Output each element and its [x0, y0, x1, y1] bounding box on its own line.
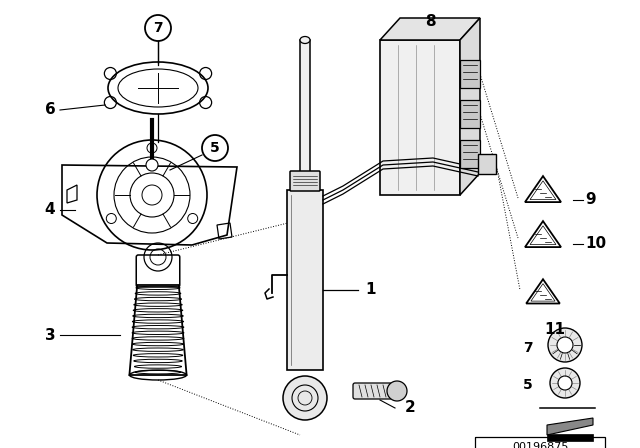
Circle shape — [283, 376, 327, 420]
Text: 3: 3 — [45, 327, 55, 343]
Text: 2: 2 — [405, 401, 416, 415]
Circle shape — [558, 376, 572, 390]
Text: 00196875: 00196875 — [512, 442, 568, 448]
FancyBboxPatch shape — [460, 140, 480, 168]
FancyBboxPatch shape — [287, 190, 323, 370]
Text: 7: 7 — [524, 341, 533, 355]
FancyBboxPatch shape — [460, 100, 480, 128]
Circle shape — [146, 159, 158, 171]
Polygon shape — [547, 418, 593, 435]
Text: 5: 5 — [524, 378, 533, 392]
Ellipse shape — [300, 36, 310, 43]
Polygon shape — [380, 18, 480, 40]
Text: 1: 1 — [365, 283, 376, 297]
Circle shape — [548, 328, 582, 362]
Circle shape — [550, 368, 580, 398]
FancyBboxPatch shape — [460, 60, 480, 88]
Circle shape — [557, 337, 573, 353]
Text: 7: 7 — [153, 21, 163, 35]
FancyBboxPatch shape — [290, 171, 320, 191]
Text: 5: 5 — [210, 141, 220, 155]
Text: 4: 4 — [45, 202, 55, 217]
FancyBboxPatch shape — [547, 434, 593, 441]
FancyBboxPatch shape — [380, 40, 460, 195]
Circle shape — [387, 381, 407, 401]
Text: 11: 11 — [545, 323, 566, 337]
Polygon shape — [460, 18, 480, 195]
FancyBboxPatch shape — [478, 154, 496, 174]
Text: 10: 10 — [585, 237, 606, 251]
FancyBboxPatch shape — [353, 383, 392, 399]
FancyBboxPatch shape — [300, 40, 310, 175]
Text: 8: 8 — [425, 14, 435, 30]
Text: 9: 9 — [585, 193, 596, 207]
Text: 6: 6 — [45, 103, 56, 117]
